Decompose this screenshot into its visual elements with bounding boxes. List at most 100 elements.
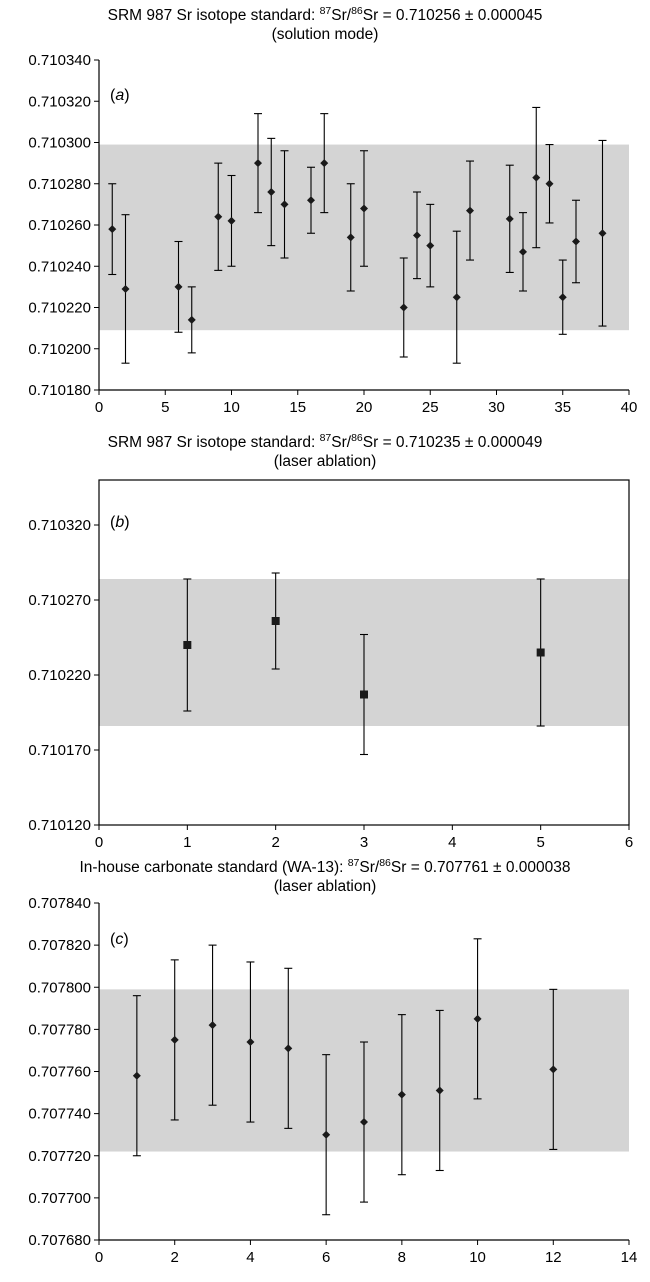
x-tick-label: 14 bbox=[621, 1249, 638, 1266]
x-tick-label: 25 bbox=[422, 399, 439, 416]
x-tick-label: 2 bbox=[271, 834, 279, 850]
chart-plot-c: 0.707680 0.707700 0.707720 0.707740 0.707760… bbox=[28, 895, 638, 1266]
x-tick-label: 1 bbox=[183, 834, 191, 850]
y-tick-label: 0.707700 bbox=[28, 1190, 91, 1207]
x-tick-label: 12 bbox=[545, 1249, 562, 1266]
data-point bbox=[187, 315, 196, 324]
data-point bbox=[545, 179, 554, 188]
x-tick-label: 0 bbox=[95, 1249, 103, 1266]
y-tick-label: 0.707800 bbox=[28, 979, 91, 996]
x-tick-label: 40 bbox=[621, 399, 638, 416]
data-point bbox=[346, 233, 355, 242]
data-point bbox=[320, 159, 329, 168]
data-point bbox=[183, 641, 192, 649]
data-point bbox=[271, 617, 280, 625]
y-tick-label: 0.710200 bbox=[28, 341, 91, 358]
chart-subtitle-a: (solution mode) bbox=[271, 26, 379, 43]
chart-plot-b: 0.710120 0.710170 0.710220 0.710270 0.710320… bbox=[28, 479, 633, 850]
data-point bbox=[214, 212, 223, 221]
chart-subtitle-b: (laser ablation) bbox=[273, 453, 377, 470]
y-tick-label: 0.710320 bbox=[28, 517, 91, 534]
data-point bbox=[227, 216, 236, 225]
x-tick-label: 10 bbox=[469, 1249, 486, 1266]
data-point bbox=[280, 200, 289, 209]
data-point bbox=[505, 214, 514, 223]
y-tick-label: 0.707780 bbox=[28, 1021, 91, 1038]
chart-title-a: SRM 987 Sr isotope standard: 87Sr/86Sr =… bbox=[107, 5, 543, 43]
x-tick-label: 35 bbox=[554, 399, 571, 416]
x-tick-label: 10 bbox=[223, 399, 240, 416]
data-point bbox=[466, 206, 474, 215]
y-tick-label: 0.710320 bbox=[28, 93, 91, 110]
data-point bbox=[208, 1021, 217, 1030]
data-point bbox=[473, 1014, 482, 1023]
data-point bbox=[121, 284, 130, 293]
y-tick-label: 0.710260 bbox=[28, 217, 91, 234]
x-tick-label: 8 bbox=[398, 1249, 406, 1266]
y-tick-label: 0.707840 bbox=[28, 895, 91, 912]
y-tick-label: 0.707740 bbox=[28, 1106, 91, 1123]
x-tick-label: 2 bbox=[171, 1249, 179, 1266]
y-tick-label: 0.710220 bbox=[28, 300, 91, 317]
data-point bbox=[108, 225, 117, 234]
y-tick-label: 0.710120 bbox=[28, 817, 91, 834]
data-point bbox=[360, 204, 368, 213]
y-tick-label: 0.707760 bbox=[28, 1064, 91, 1081]
data-point bbox=[360, 690, 368, 699]
chart-panel-c: In-house carbonate standard (WA-13): 87S… bbox=[0, 850, 650, 1282]
chart-plot-a: 0.710180 0.710200 0.710220 0.710240 0.710260… bbox=[28, 52, 638, 416]
data-point bbox=[572, 237, 580, 246]
data-point bbox=[360, 1118, 368, 1127]
y-tick-label: 0.710280 bbox=[28, 176, 91, 193]
panel-label: (b) bbox=[110, 514, 130, 531]
x-tick-label: 5 bbox=[161, 399, 169, 416]
y-tick-label: 0.707680 bbox=[28, 1232, 91, 1249]
x-tick-label: 0 bbox=[95, 399, 103, 416]
data-point bbox=[246, 1038, 255, 1047]
data-point bbox=[452, 293, 461, 302]
y-tick-label: 0.710170 bbox=[28, 742, 91, 759]
data-point bbox=[413, 231, 421, 240]
x-tick-label: 20 bbox=[356, 399, 373, 416]
chart-title-b: SRM 987 Sr isotope standard: 87Sr/86Sr =… bbox=[107, 432, 543, 470]
x-tick-label: 5 bbox=[536, 834, 544, 850]
chart-panel-a: SRM 987 Sr isotope standard: 87Sr/86Sr =… bbox=[0, 0, 650, 425]
data-point bbox=[397, 1090, 406, 1099]
data-point bbox=[254, 159, 262, 168]
panel-label: (c) bbox=[110, 931, 129, 948]
data-point bbox=[307, 196, 315, 205]
data-point bbox=[598, 229, 607, 238]
data-point bbox=[267, 188, 276, 196]
chart-panel-b: SRM 987 Sr isotope standard: 87Sr/86Sr =… bbox=[0, 425, 650, 850]
y-tick-label: 0.710340 bbox=[28, 52, 91, 69]
x-tick-label: 6 bbox=[322, 1249, 330, 1266]
y-tick-label: 0.707820 bbox=[28, 937, 91, 954]
data-point bbox=[170, 1035, 179, 1044]
data-point bbox=[435, 1086, 444, 1095]
data-point bbox=[532, 173, 541, 182]
y-tick-label: 0.710270 bbox=[28, 592, 91, 609]
x-tick-label: 6 bbox=[625, 834, 633, 850]
y-tick-label: 0.710180 bbox=[28, 382, 91, 399]
data-point bbox=[132, 1071, 141, 1080]
data-point bbox=[322, 1130, 331, 1139]
x-tick-label: 30 bbox=[488, 399, 505, 416]
data-point bbox=[536, 648, 545, 657]
x-tick-label: 0 bbox=[95, 834, 103, 850]
chart-title-c: In-house carbonate standard (WA-13): 87S… bbox=[79, 857, 571, 895]
data-point bbox=[519, 247, 527, 256]
x-tick-label: 3 bbox=[360, 834, 368, 850]
x-tick-label: 4 bbox=[246, 1249, 254, 1266]
data-point bbox=[174, 282, 183, 291]
data-point bbox=[284, 1044, 293, 1053]
x-tick-label: 4 bbox=[448, 834, 456, 850]
data-point bbox=[426, 241, 435, 250]
panel-label: (a) bbox=[110, 87, 130, 104]
y-tick-label: 0.710220 bbox=[28, 667, 91, 684]
data-point bbox=[399, 303, 408, 312]
chart-subtitle-c: (laser ablation) bbox=[273, 878, 377, 895]
y-tick-label: 0.710240 bbox=[28, 258, 91, 275]
data-point bbox=[558, 293, 567, 302]
data-point bbox=[549, 1065, 558, 1074]
x-tick-label: 15 bbox=[289, 399, 306, 416]
